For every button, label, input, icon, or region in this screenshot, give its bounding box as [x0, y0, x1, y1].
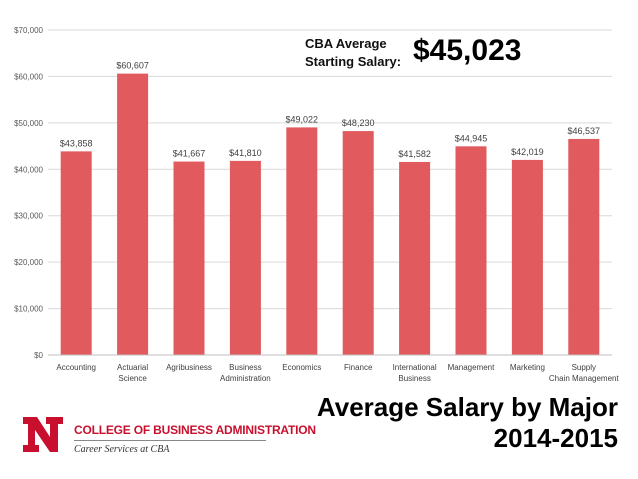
data-label: $41,667: [173, 149, 206, 159]
x-tick-label: Accounting: [56, 363, 96, 372]
bar: [117, 73, 149, 356]
y-tick-label: $70,000: [14, 26, 43, 35]
data-label: $44,945: [455, 133, 488, 143]
y-tick-label: $0: [34, 351, 43, 360]
bar: [60, 151, 92, 355]
bar: [342, 131, 374, 355]
y-tick-label: $10,000: [14, 305, 43, 314]
bar: [399, 161, 431, 355]
chart-title: Average Salary by Major 2014-2015: [317, 392, 618, 454]
college-logo: COLLEGE OF BUSINESS ADMINISTRATION Caree…: [20, 411, 316, 463]
x-tick-label: Finance: [344, 363, 373, 372]
x-tick-label: Marketing: [510, 363, 545, 372]
y-tick-label: $40,000: [14, 165, 43, 174]
x-tick-label: International Business: [393, 363, 437, 383]
bar-chart: $0 $10,000 $20,000 $30,000 $40,000 $50,000 $60…: [14, 26, 620, 383]
y-tick-label: $50,000: [14, 119, 43, 128]
chart-title-line-1: Average Salary by Major: [316, 392, 618, 422]
bar: [286, 127, 318, 355]
nebraska-n-icon: [23, 417, 63, 452]
y-tick-label: $30,000: [14, 212, 43, 221]
x-tick-label: Management: [448, 363, 495, 372]
cba-average-label: CBA Average Starting Salary:: [305, 36, 402, 69]
x-tick-label: Supply Chain Management: [549, 363, 620, 383]
bar: [568, 138, 600, 355]
college-name: COLLEGE OF BUSINESS ADMINISTRATION: [74, 423, 316, 437]
data-label: $48,230: [342, 118, 375, 128]
x-tick-label: Agribusiness: [166, 363, 212, 372]
logo-divider: [74, 440, 266, 441]
data-label: $60,607: [116, 61, 149, 71]
data-label: $43,858: [60, 138, 93, 148]
x-tick-label: Actuarial Science: [117, 363, 148, 383]
data-label: $49,022: [286, 114, 319, 124]
department-name: Career Services at CBA: [74, 444, 170, 455]
data-label: $41,582: [398, 149, 431, 159]
bar: [173, 161, 205, 355]
data-label: $41,810: [229, 148, 262, 158]
y-tick-label: $20,000: [14, 258, 43, 267]
data-label: $42,019: [511, 147, 544, 157]
bar: [511, 159, 543, 355]
bar: [455, 146, 487, 355]
data-label: $46,537: [568, 126, 601, 136]
x-tick-label: Business Administration: [220, 363, 271, 383]
x-tick-label: Economics: [282, 363, 321, 372]
chart-title-line-2: 2014-2015: [493, 423, 618, 453]
bar: [229, 160, 261, 355]
cba-average-value: $45,023: [413, 34, 522, 67]
y-tick-label: $60,000: [14, 72, 43, 81]
